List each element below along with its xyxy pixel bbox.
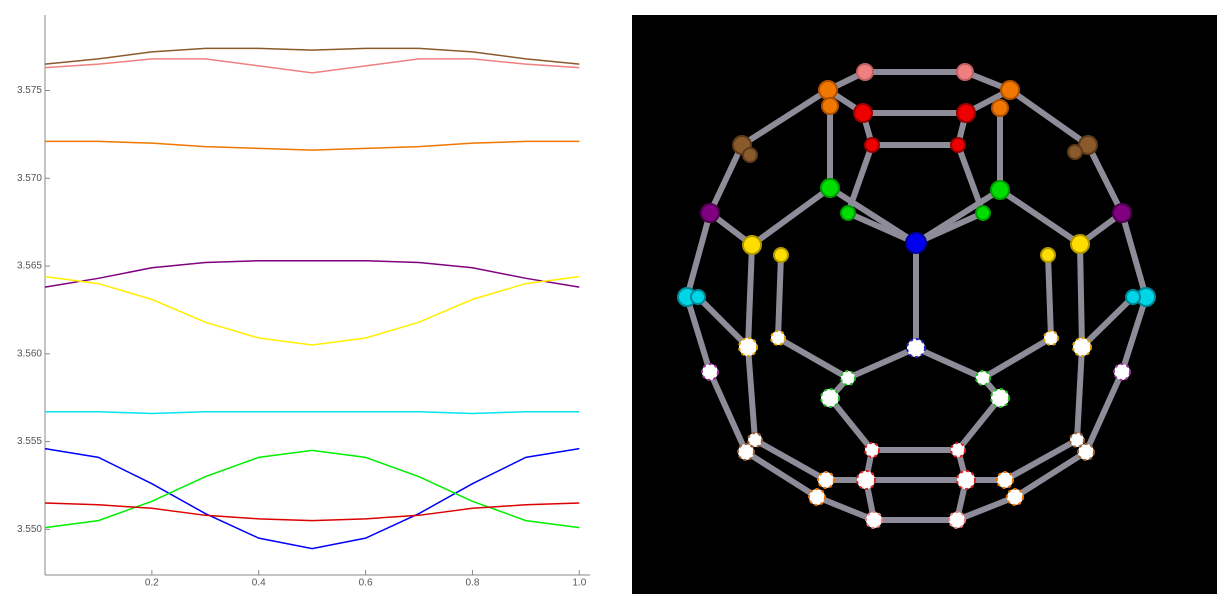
- series-line: [44, 47, 580, 65]
- plot: 3.550 3.555 3.560 3.565 3.570 3.575 0.2 0.4 0.6 0…: [17, 15, 590, 589]
- series-line: [44, 275, 580, 346]
- y-tick-label: 3.555: [17, 436, 42, 447]
- x-tick-label: 0.4: [252, 578, 266, 589]
- y-tick-label: 3.570: [17, 173, 42, 184]
- x-tick-label: 0.6: [359, 578, 373, 589]
- series-line: [45, 140, 580, 151]
- series-line: [44, 502, 580, 522]
- x-tick-label: 0.2: [145, 578, 159, 589]
- y-tick-label: 3.560: [17, 348, 42, 359]
- y-tick-label: 3.575: [17, 85, 42, 96]
- x-tick-label: 0.8: [465, 578, 479, 589]
- molecule-view: [632, 15, 1217, 594]
- series-line: [44, 58, 580, 74]
- x-tick-label: 1.0: [572, 578, 586, 589]
- series-line: [45, 410, 580, 415]
- y-tick-label: 3.550: [17, 524, 42, 535]
- series-line: [44, 449, 580, 529]
- series-line: [44, 447, 580, 550]
- y-tick-label: 3.565: [17, 261, 42, 272]
- atoms: [677, 63, 1156, 529]
- series-line: [44, 260, 580, 288]
